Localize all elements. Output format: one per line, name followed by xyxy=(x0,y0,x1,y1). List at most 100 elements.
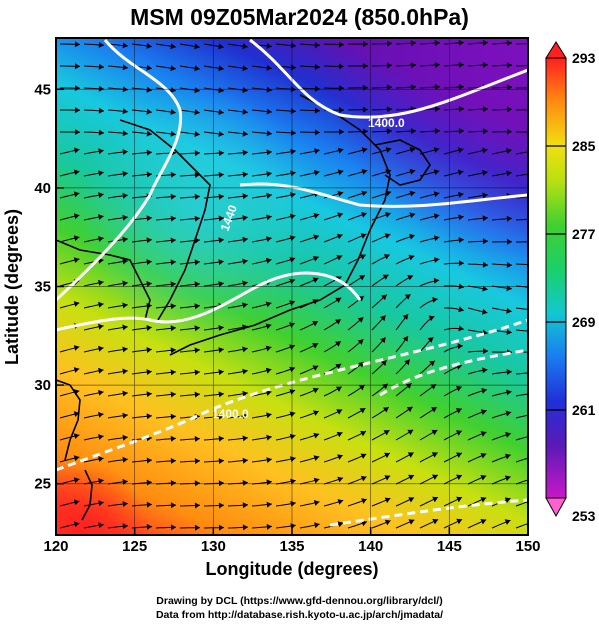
streamline-arrowhead xyxy=(218,369,224,376)
streamline-arrowhead xyxy=(384,497,391,503)
streamline-arrowhead xyxy=(265,301,272,308)
streamline-arrowhead xyxy=(74,41,80,48)
streamline-arrowhead xyxy=(242,435,248,442)
streamline-arrowhead xyxy=(405,383,412,389)
streamline-arrowhead xyxy=(266,130,272,137)
streamline-arrowhead xyxy=(336,409,343,415)
x-axis-label: Longitude (degrees) xyxy=(205,559,378,579)
streamline-arrowhead xyxy=(434,235,440,242)
streamline-arrowhead xyxy=(242,413,248,420)
streamline-arrowhead xyxy=(361,169,368,175)
streamline xyxy=(515,436,528,441)
streamline-arrowhead xyxy=(507,128,512,135)
streamline-arrowhead xyxy=(146,325,152,331)
streamline-arrowhead xyxy=(408,497,415,503)
streamline-arrowhead xyxy=(314,85,320,92)
streamline-arrowhead xyxy=(530,433,536,439)
streamline-arrowhead xyxy=(122,280,128,287)
streamline-arrowhead xyxy=(242,346,248,353)
streamline-arrowhead xyxy=(170,171,176,178)
streamline-arrowhead xyxy=(290,456,296,463)
streamline-arrowhead xyxy=(386,40,392,47)
streamline-arrowhead xyxy=(531,239,536,245)
streamline-arrowhead xyxy=(242,149,248,156)
streamline-arrowhead xyxy=(362,106,368,113)
streamline-arrowhead xyxy=(98,500,104,507)
streamline-arrowhead xyxy=(98,236,104,242)
streamline-arrowhead xyxy=(482,192,488,199)
streamline-arrowhead xyxy=(482,367,488,374)
streamline-arrowhead xyxy=(385,147,392,153)
streamline-arrowhead xyxy=(314,64,320,70)
streamline-arrowhead xyxy=(336,233,343,240)
streamline-arrowhead xyxy=(432,474,438,480)
streamline-arrowhead xyxy=(337,190,344,197)
y-tick-label: 30 xyxy=(34,377,51,394)
streamline-arrowhead xyxy=(170,281,176,288)
streamline-arrowhead xyxy=(218,347,224,353)
streamline-arrowhead xyxy=(242,258,248,265)
streamline-arrowhead xyxy=(170,215,176,222)
streamline-arrowhead xyxy=(384,233,391,239)
streamline-arrowhead xyxy=(194,65,200,72)
streamline-arrowhead xyxy=(98,522,104,529)
contour-label: 1400.0 xyxy=(212,407,249,421)
streamline xyxy=(515,457,528,463)
streamline xyxy=(515,218,528,221)
streamline-arrowhead xyxy=(385,212,391,218)
streamline-arrowhead xyxy=(359,408,366,414)
streamline-arrowhead xyxy=(409,147,416,153)
streamline-arrowhead xyxy=(314,522,320,529)
streamline-arrowhead xyxy=(194,215,200,222)
streamline xyxy=(515,372,528,375)
streamline-arrowhead xyxy=(506,215,512,222)
streamline-arrowhead xyxy=(146,413,152,420)
streamline-arrowhead xyxy=(313,410,319,416)
streamline-arrowhead xyxy=(431,429,438,436)
streamline-arrowhead xyxy=(456,430,462,436)
streamline-arrowhead xyxy=(361,190,368,197)
streamline-arrowhead xyxy=(458,260,464,267)
streamline-arrowhead xyxy=(146,347,152,353)
streamline-arrowhead xyxy=(218,435,224,442)
streamline-arrowhead xyxy=(146,86,152,93)
streamline-arrowhead xyxy=(266,457,272,463)
streamline-arrowhead xyxy=(266,192,272,199)
streamline-arrowhead xyxy=(531,262,536,268)
streamline-arrowhead xyxy=(506,170,512,177)
streamline-arrowhead xyxy=(194,43,200,50)
streamline-arrowhead xyxy=(338,128,344,135)
streamline-arrowhead xyxy=(73,521,80,528)
streamline-arrowhead xyxy=(194,325,200,332)
streamline-arrowhead xyxy=(335,319,341,325)
streamline-arrowhead xyxy=(266,86,272,93)
streamline-arrowhead xyxy=(458,306,464,313)
streamline-arrowhead xyxy=(218,43,224,50)
streamline-arrowhead xyxy=(194,131,200,137)
streamline-arrowhead xyxy=(170,43,176,50)
streamline-arrowhead xyxy=(289,235,296,242)
streamline-arrowhead xyxy=(122,346,128,353)
streamline-arrowhead xyxy=(218,325,224,331)
streamline-arrowhead xyxy=(359,254,366,260)
contour-label: 1400.0 xyxy=(368,116,405,130)
streamline-arrowhead xyxy=(73,499,80,506)
streamline-arrowhead xyxy=(146,369,152,375)
streamline-arrowhead xyxy=(383,430,390,436)
streamline-arrowhead xyxy=(335,386,342,392)
streamline-arrowhead xyxy=(242,193,248,200)
x-tick-label: 130 xyxy=(201,538,226,555)
streamline-arrowhead xyxy=(480,431,487,437)
streamline-arrowhead xyxy=(315,129,320,136)
streamline-arrowhead xyxy=(482,39,488,46)
streamline-arrowhead xyxy=(505,432,511,438)
streamline-arrowhead xyxy=(170,65,176,72)
streamline-arrowhead xyxy=(98,434,104,440)
streamline-arrowhead xyxy=(194,259,200,266)
coastlines xyxy=(56,94,431,521)
streamline-arrowhead xyxy=(242,390,248,397)
streamline-arrowhead xyxy=(529,476,535,482)
x-tick-label: 140 xyxy=(358,538,383,555)
streamline-arrowhead xyxy=(506,329,512,335)
